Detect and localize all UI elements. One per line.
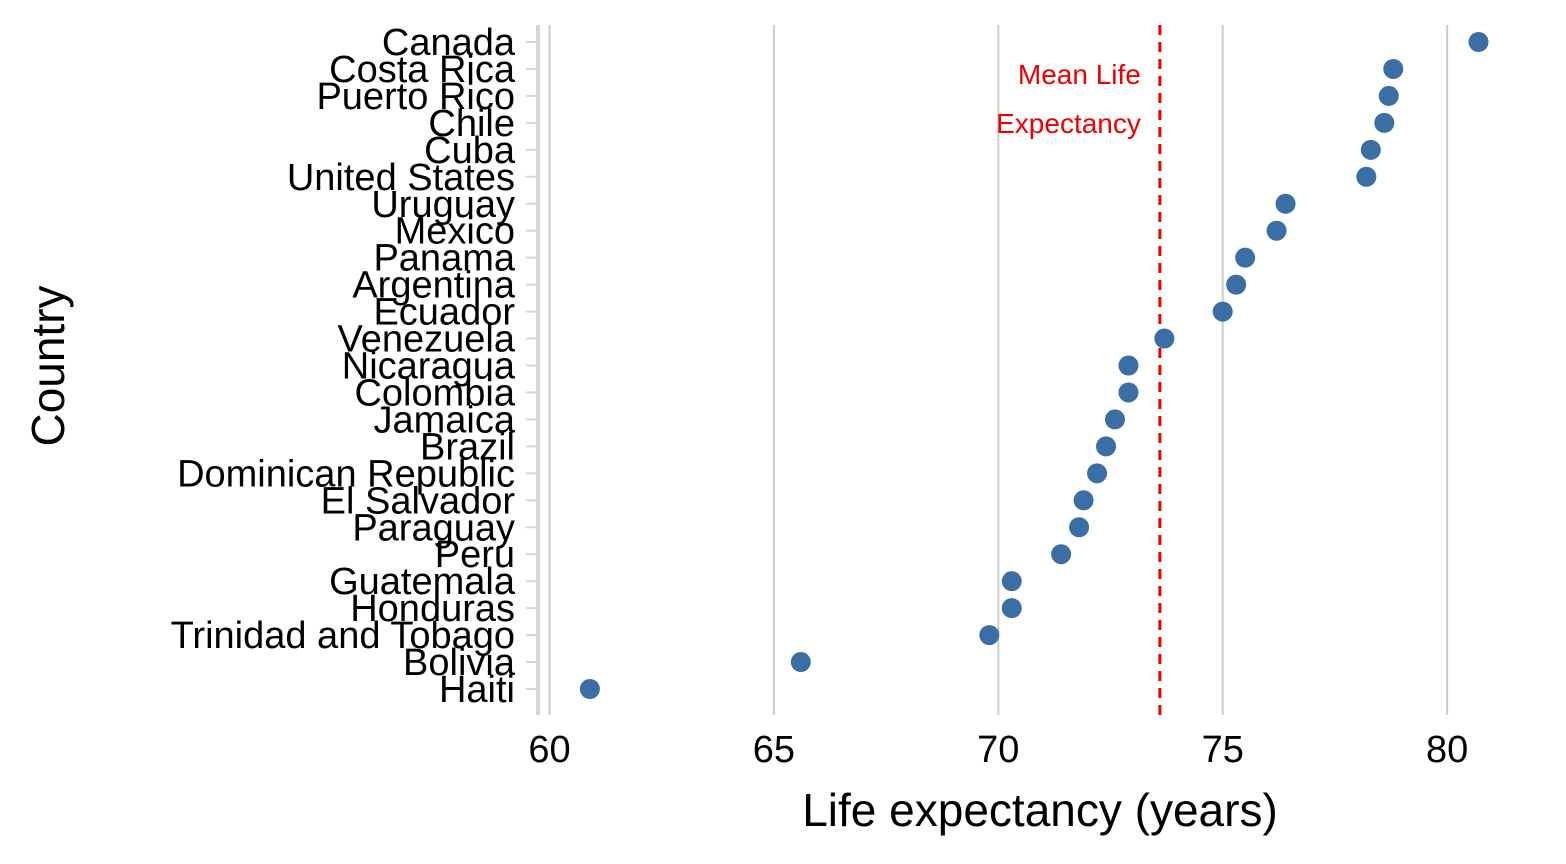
y-tick-label: Costa Rica [329,49,516,91]
x-axis: 60 65 70 75 80 [528,729,1468,771]
y-tick-label: Paraguay [352,507,515,549]
x-tick-label: 75 [1202,729,1244,771]
data-point [1096,436,1117,457]
data-point [1266,220,1287,241]
data-point [1226,274,1247,295]
data-point [1051,544,1072,565]
data-point [1374,112,1395,133]
data-point [1104,409,1125,430]
y-tick-label: Brazil [420,426,515,468]
y-axis-title: Country [22,285,74,446]
data-point [1154,328,1175,349]
y-tick-label: Haiti [439,669,515,711]
mean-label: Expectancy [996,108,1141,139]
mean-label: Mean Life [1018,59,1141,90]
x-tick-label: 70 [977,729,1019,771]
data-points [579,32,1489,699]
y-tick-label: Puerto Rico [316,76,515,118]
y-tick-label: El Salvador [321,480,516,522]
y-tick-label: Bolivia [403,642,516,684]
data-point [979,625,1000,646]
y-tick-label: Argentina [352,265,516,307]
data-point [1087,463,1108,484]
y-tick-label: Cuba [424,130,516,172]
y-tick-label: Uruguay [371,184,515,226]
data-point [1383,58,1404,79]
data-point [1468,32,1489,52]
x-tick-label: 65 [753,729,795,771]
data-point [1118,355,1139,376]
data-point [1001,598,1022,619]
y-tick-label: Canada [382,22,516,64]
data-point [1069,517,1090,538]
y-tick-label: Honduras [350,588,515,630]
data-point [1235,247,1256,268]
x-tick-label: 80 [1426,729,1468,771]
data-point [1001,571,1022,592]
y-tick-label: Venezuela [338,319,516,361]
y-tick-label: Guatemala [329,561,516,603]
x-tick-label: 60 [528,729,570,771]
gridlines [548,25,1449,715]
y-tick-label: Chile [428,103,515,145]
x-axis-title: Life expectancy (years) [802,784,1278,836]
data-point [579,679,600,699]
y-tick-label: United States [287,157,515,199]
y-tick-label: Peru [435,534,515,576]
data-point [1212,301,1233,322]
data-point [790,652,811,673]
data-point [1073,490,1094,511]
data-point [1378,85,1399,106]
y-tick-label: Panama [373,238,515,280]
y-tick-label: Mexico [395,211,515,253]
data-point [1356,166,1377,187]
y-tick-label: Colombia [354,372,515,414]
mean-reference: Mean Life Expectancy [996,25,1162,715]
y-tick-label: Ecuador [373,292,515,334]
data-point [1275,193,1296,214]
y-tick-label: Jamaica [374,399,516,441]
y-tick-label: Dominican Republic [177,453,515,495]
data-point [1118,382,1139,403]
y-tick-label: Trinidad and Tobago [171,615,515,657]
data-point [1360,139,1381,160]
y-tick-label: Nicaragua [342,346,516,388]
